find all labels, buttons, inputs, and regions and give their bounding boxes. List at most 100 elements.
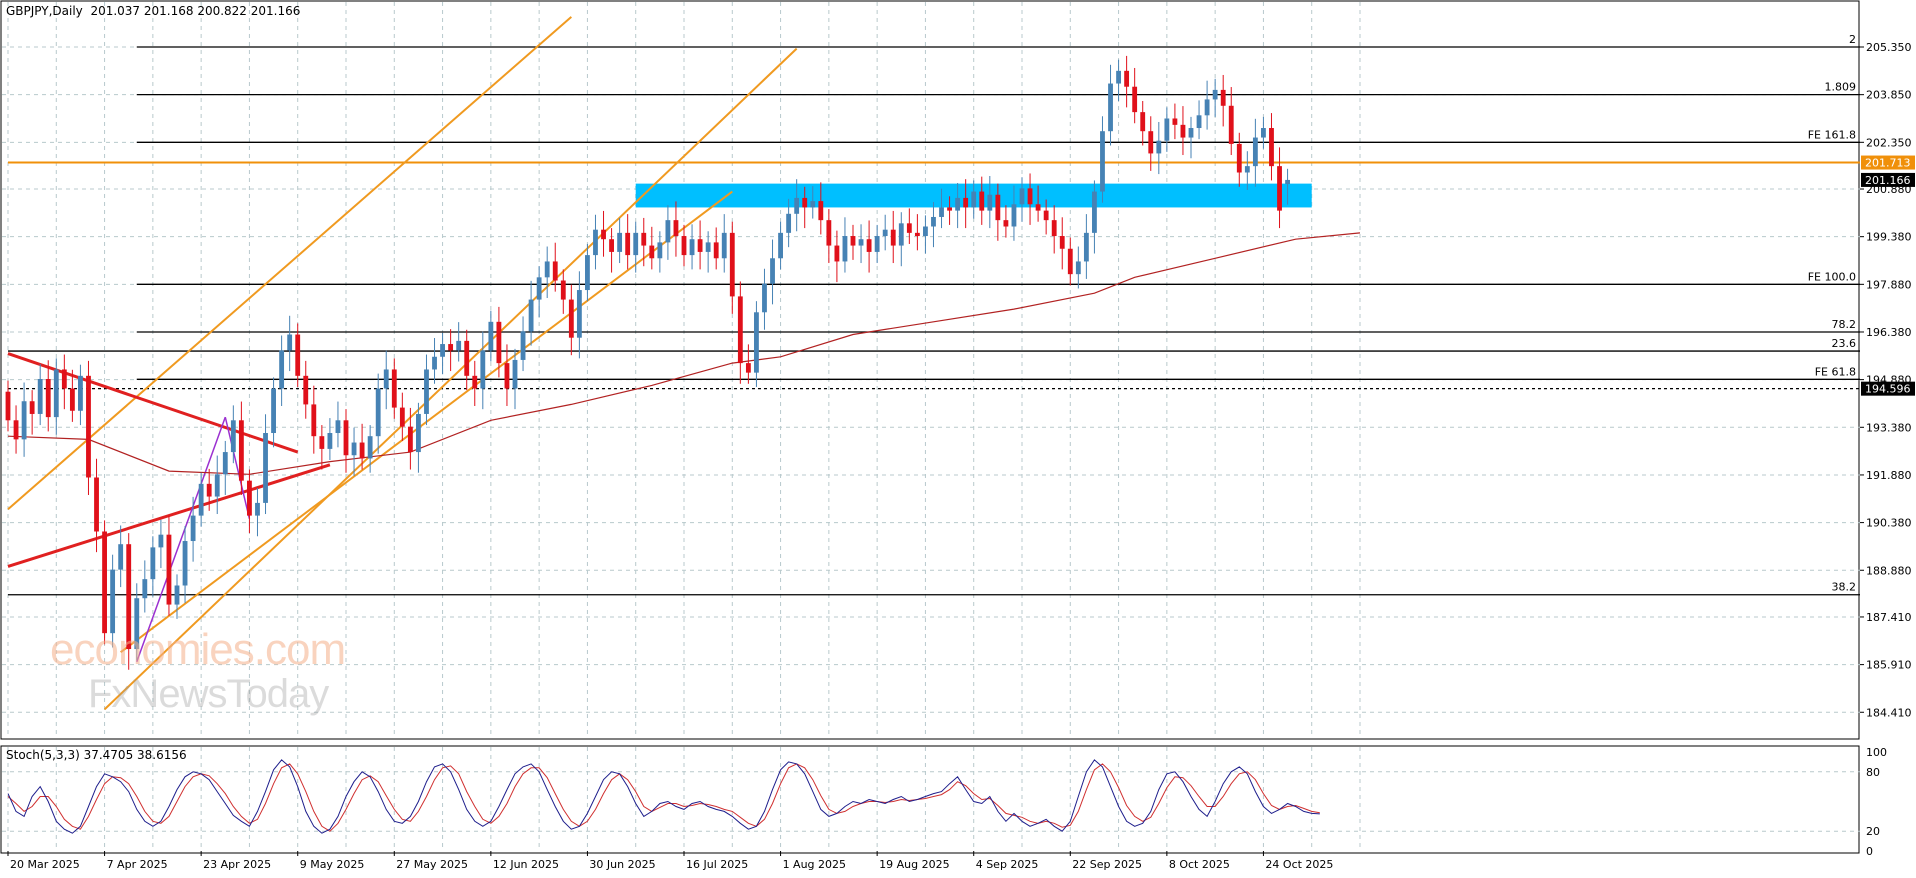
candle-body [770,258,775,284]
candle-body [432,356,437,370]
x-tick-label: 4 Sep 2025 [976,858,1039,871]
candle-body [528,299,534,332]
candle-body [939,207,944,217]
candle-body [110,569,116,634]
stochastic-header: Stoch(5,3,3) 37.4705 38.6156 [6,748,187,762]
candle-body [1156,140,1162,154]
candle-body [923,226,928,237]
chart-header: GBPJPY,Daily 201.037 201.168 200.822 201… [6,4,300,18]
candle-body [778,232,783,259]
stoch-level-label: 100 [1866,746,1887,759]
candle-body [1100,131,1105,192]
candle-body [134,598,140,650]
candle-body [858,239,864,246]
candle-body [13,420,19,440]
candle-body [53,369,59,418]
x-tick-label: 7 Apr 2025 [107,858,168,871]
candle-body [424,369,429,414]
candle-body [1116,70,1121,84]
candle-body [826,220,832,246]
candle-body [118,544,124,570]
x-tick-label: 23 Apr 2025 [203,858,271,871]
candle-body [649,245,655,259]
candle-body [786,213,792,233]
level-label: 2 [1849,33,1856,46]
candle-body [303,375,309,405]
candle-body [295,334,301,376]
candle-body [552,261,558,281]
channel-line [7,16,572,511]
candle-body [1269,128,1274,167]
x-tick-label: 1 Aug 2025 [783,858,846,871]
candle-body [327,433,333,449]
candle-body [222,452,228,475]
y-tick-label: 197.880 [1866,278,1912,291]
ohlc-values: 201.037 201.168 200.822 201.166 [90,4,301,18]
candle-body [520,331,526,360]
candle-body [1075,261,1081,275]
candle-body [987,194,993,211]
candle-body [850,236,856,246]
candle-body [142,579,148,599]
candle-body [1212,89,1218,100]
candle-body [512,359,518,389]
price-badge-text: 194.596 [1865,383,1911,396]
candle-body [214,474,220,497]
candle-body [416,413,421,453]
candle-body [1220,89,1226,106]
candle-body [247,480,252,516]
x-tick-label: 20 Mar 2025 [10,858,80,871]
candle-body [745,363,751,373]
candle-body [279,350,285,389]
level-label: FE 100.0 [1808,270,1856,283]
candle-body [802,197,808,208]
candle-body [1180,124,1186,138]
stoch-signal-line [7,763,1320,832]
candle-body [1083,232,1089,262]
candle-body [78,375,83,411]
pattern-line [136,416,226,663]
candle-body [1188,128,1194,138]
candle-body [536,277,542,300]
candle-body [931,216,936,227]
price-badge [1861,155,1915,170]
candle-body [311,404,317,437]
candle-body [5,391,11,421]
candle-body [898,223,904,246]
candle-body [45,379,51,418]
candle-body [729,232,735,297]
candle-body [126,544,132,650]
candle-body [906,223,912,233]
candle-body [230,420,236,453]
candle-body [601,229,606,240]
watermark-sublogo: FxNewsToday [88,672,329,716]
candle-body [657,242,663,259]
stoch-level-label: 0 [1866,845,1873,858]
candle-body [174,585,180,605]
x-tick-label: 16 Jul 2025 [686,858,748,871]
x-tick-label: 19 Aug 2025 [879,858,949,871]
candle-body [673,220,679,237]
candle-body [94,477,99,532]
candle-body [625,232,631,256]
candle-body [947,207,952,211]
candle-body [61,369,67,389]
candle-body [1019,188,1025,205]
candle-body [560,280,566,300]
candle-body [1277,166,1282,211]
candle-body [1164,118,1170,141]
candle-body [665,220,671,243]
candle-body [1252,137,1258,167]
y-tick-label: 193.380 [1866,421,1912,434]
y-tick-label: 196.380 [1866,326,1912,339]
candle-body [955,197,961,211]
candle-body [544,261,550,278]
y-tick-label: 185.910 [1866,659,1912,672]
x-tick-label: 9 May 2025 [300,858,365,871]
stochastic-panel-frame [0,745,1860,854]
candle-body [834,245,840,262]
candle-body [391,369,397,408]
candle-body [914,232,920,237]
